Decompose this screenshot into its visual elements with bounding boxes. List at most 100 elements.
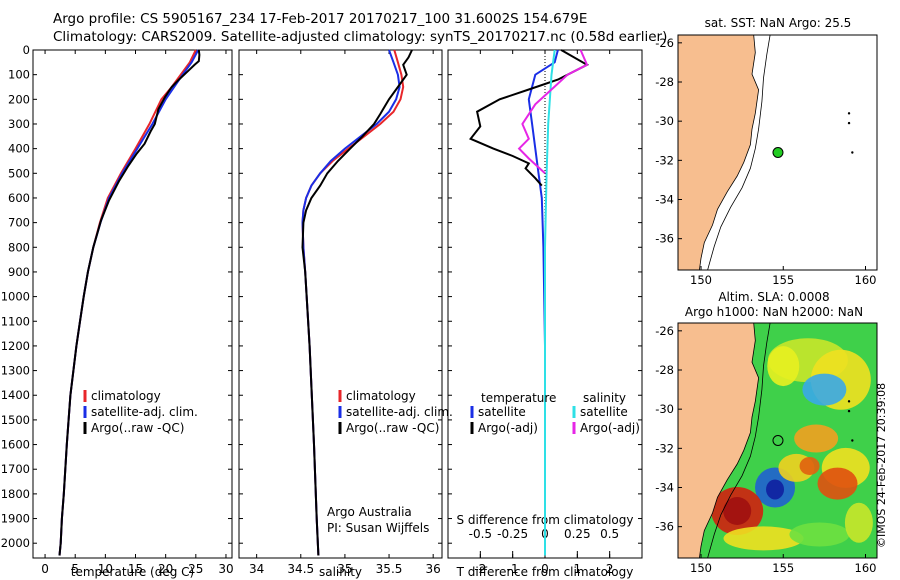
map-frame	[677, 322, 878, 559]
y-tick-label: 1600	[1, 438, 30, 452]
legend-label: Argo(-adj)	[580, 421, 640, 435]
y-tick-label: 0	[23, 43, 30, 57]
legend-title: temperature	[481, 391, 556, 405]
series-line	[517, 49, 589, 175]
argo-float-marker	[772, 147, 784, 159]
isobath-contour	[707, 322, 771, 559]
lat-tick-label: -36	[655, 232, 674, 246]
x-tick-label: 5	[71, 562, 79, 576]
lat-tick-label: -26	[655, 36, 674, 50]
y-tick-label: 700	[8, 216, 30, 230]
legend-label: Argo(..raw -QC)	[346, 421, 439, 435]
series-line	[301, 49, 401, 556]
lon-tick-label: 150	[690, 561, 712, 575]
x-tick-label: 35	[337, 562, 352, 576]
lat-tick-label: -26	[655, 324, 674, 338]
x-tick-label: 35.5	[376, 562, 403, 576]
top-tick-label: -0.5	[469, 527, 492, 541]
y-tick-label: 500	[8, 166, 30, 180]
lon-tick-label: 155	[772, 273, 794, 287]
x-axis-label: temperature (deg C)	[71, 565, 194, 579]
x-tick-label: 25	[188, 562, 203, 576]
top-tick-label: 0.25	[564, 527, 591, 541]
map-sla-subtitle: Argo h1000: NaN h2000: NaN	[685, 305, 863, 319]
y-tick-label: 1300	[1, 364, 30, 378]
y-tick-label: 1200	[1, 339, 30, 353]
series-line	[58, 49, 201, 556]
legend-label: climatology	[91, 389, 161, 403]
x-tick-label: 1	[574, 562, 582, 576]
lat-tick-label: -34	[655, 481, 674, 495]
island-marker	[847, 400, 851, 403]
legend-label: satellite	[478, 405, 526, 419]
top-tick-label: 0.5	[600, 527, 619, 541]
y-tick-label: 400	[8, 142, 30, 156]
island-marker	[847, 112, 851, 115]
sla-anomaly-patch	[794, 424, 839, 453]
series-line	[58, 49, 200, 556]
sla-anomaly-patch	[802, 373, 847, 406]
legend-label: satellite-adj. clim.	[91, 405, 198, 419]
island-marker	[847, 409, 851, 413]
lon-tick-label: 160	[855, 273, 877, 287]
y-tick-label: 1500	[1, 413, 30, 427]
sla-anomaly-patch	[844, 502, 873, 543]
legend-label: satellite-adj. clim.	[346, 405, 453, 419]
lat-tick-label: -34	[655, 193, 674, 207]
lat-tick-label: -32	[655, 441, 674, 455]
x-tick-label: 2	[606, 562, 614, 576]
lon-tick-label: 160	[855, 561, 877, 575]
land-mass	[677, 34, 760, 271]
annotation-label: PI: Susan Wijffels	[327, 521, 429, 535]
series-line	[527, 49, 559, 556]
island-marker	[851, 151, 854, 154]
imos-credit: ©IMOS 24-Feb-2017 20:39:08	[875, 382, 888, 548]
x-tick-label: 36	[426, 562, 441, 576]
lat-tick-label: -28	[655, 75, 674, 89]
y-tick-label: 1400	[1, 388, 30, 402]
sla-anomaly-patch	[789, 522, 850, 547]
x-tick-label: 10	[98, 562, 113, 576]
annotation-label: Argo Australia	[327, 505, 412, 519]
legend-title: salinity	[583, 391, 626, 405]
sla-anomaly-patch	[799, 456, 820, 475]
lon-tick-label: 150	[690, 273, 712, 287]
x-tick-label: 0	[541, 562, 549, 576]
map-sla-title: Altim. SLA: 0.0008	[718, 290, 829, 304]
series-line	[58, 49, 197, 556]
panel-frame-temperature	[32, 49, 233, 559]
isobath-contour	[707, 34, 771, 271]
lat-tick-label: -32	[655, 153, 674, 167]
land-mass	[677, 322, 760, 559]
series-line	[301, 49, 405, 556]
legend-label: Argo(..raw -QC)	[91, 421, 184, 435]
sla-anomaly-patch	[723, 497, 752, 525]
y-tick-label: 900	[8, 265, 30, 279]
y-tick-label: 600	[8, 191, 30, 205]
x-tick-label: 34.5	[287, 562, 314, 576]
y-tick-label: 200	[8, 92, 30, 106]
x-tick-label: 30	[218, 562, 233, 576]
series-line	[469, 49, 590, 187]
top-tick-label: -0.25	[497, 527, 528, 541]
island-marker	[851, 439, 854, 442]
y-tick-label: 2000	[1, 536, 30, 550]
x-tick-label: 20	[158, 562, 173, 576]
sla-anomaly-patch	[766, 479, 785, 500]
lat-tick-label: -30	[655, 402, 674, 416]
x-tick-label: 0	[41, 562, 49, 576]
series-line	[301, 49, 413, 556]
map-sst-title: sat. SST: NaN Argo: 25.5	[705, 16, 852, 30]
x-tick-label: -2	[474, 562, 486, 576]
lat-tick-label: -28	[655, 363, 674, 377]
x-axis-label: T difference from climatology	[456, 565, 634, 579]
y-tick-label: 800	[8, 240, 30, 254]
sla-anomaly-patch	[817, 467, 858, 500]
panel-frame-salinity	[238, 49, 443, 559]
argo-float-marker	[772, 435, 784, 447]
lat-tick-label: -30	[655, 114, 674, 128]
x-axis-label: salinity	[319, 565, 362, 579]
sla-anomaly-patch	[723, 526, 804, 551]
map-frame	[677, 34, 878, 271]
